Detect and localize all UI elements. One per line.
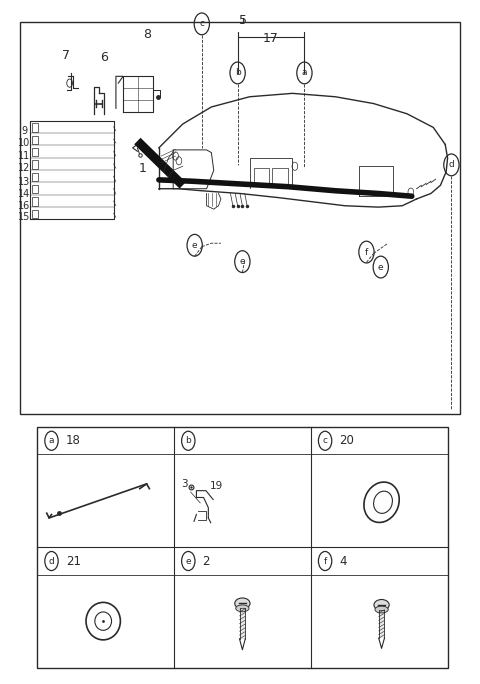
Text: 13: 13 — [18, 177, 30, 187]
Ellipse shape — [374, 599, 389, 610]
Text: 3: 3 — [181, 479, 188, 489]
Bar — [33, 161, 38, 168]
Text: e: e — [185, 557, 191, 566]
Text: 20: 20 — [339, 434, 354, 447]
Text: 4: 4 — [339, 555, 347, 568]
Text: e: e — [378, 263, 384, 272]
Bar — [33, 198, 38, 206]
Text: b: b — [235, 68, 240, 77]
Ellipse shape — [235, 598, 250, 609]
Polygon shape — [240, 608, 245, 639]
Text: 10: 10 — [18, 138, 30, 148]
Text: 1: 1 — [138, 162, 146, 175]
Text: b: b — [185, 436, 191, 445]
Bar — [33, 123, 38, 131]
Text: c: c — [199, 19, 204, 28]
Text: 18: 18 — [66, 434, 81, 447]
Text: f: f — [365, 248, 368, 256]
Bar — [21, 22, 459, 414]
Text: e: e — [192, 241, 197, 250]
Text: 21: 21 — [66, 555, 81, 568]
Text: d: d — [448, 160, 454, 170]
Ellipse shape — [236, 605, 249, 611]
Bar — [33, 210, 38, 218]
Text: 16: 16 — [18, 201, 30, 211]
Bar — [33, 185, 38, 194]
Text: a: a — [301, 68, 307, 77]
Text: 6: 6 — [100, 51, 108, 64]
Text: a: a — [49, 436, 54, 445]
Ellipse shape — [375, 606, 388, 613]
Text: f: f — [324, 557, 327, 566]
Text: 8: 8 — [143, 27, 151, 40]
Text: c: c — [323, 436, 328, 445]
Text: 17: 17 — [263, 32, 279, 45]
Text: e: e — [240, 257, 245, 266]
Text: d: d — [48, 557, 54, 566]
Text: 14: 14 — [18, 189, 30, 199]
Bar — [37, 427, 447, 668]
Text: 19: 19 — [210, 481, 224, 491]
Text: 9: 9 — [22, 126, 27, 136]
Bar — [33, 148, 38, 156]
Polygon shape — [379, 609, 384, 638]
Bar — [33, 135, 38, 144]
Text: 12: 12 — [18, 163, 30, 173]
Text: 11: 11 — [18, 151, 30, 161]
Text: 5: 5 — [240, 14, 247, 27]
Text: 2: 2 — [203, 555, 210, 568]
Bar — [33, 173, 38, 181]
Text: 15: 15 — [18, 212, 30, 222]
Text: 7: 7 — [62, 49, 70, 62]
